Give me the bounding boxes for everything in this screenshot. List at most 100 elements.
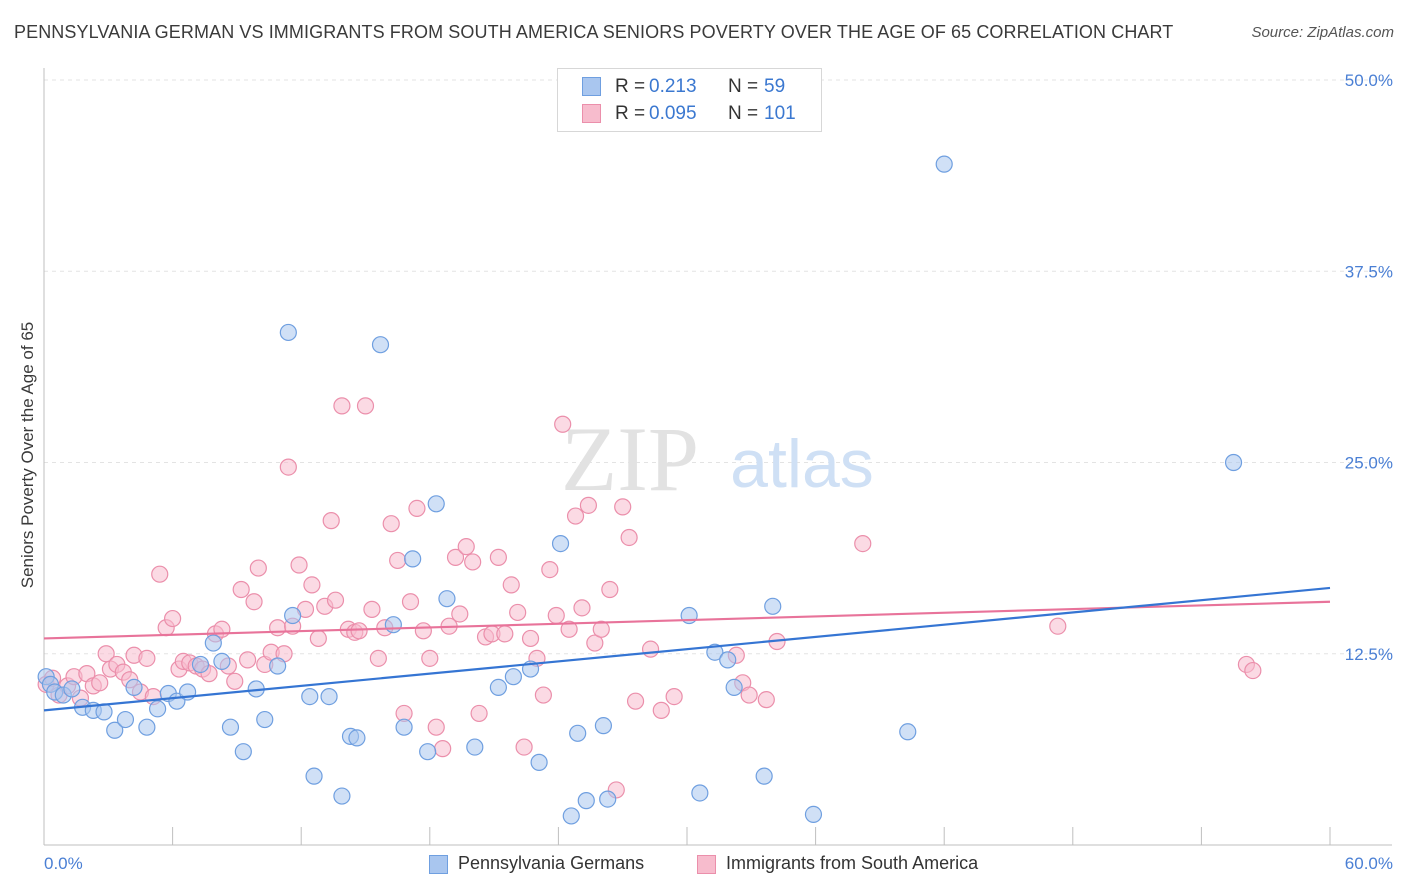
data-point [279,323,297,342]
data-point [451,605,469,623]
data-point [414,622,432,640]
data-point [594,717,613,735]
data-point [764,597,782,615]
chart-title: PENNSYLVANIA GERMAN VS IMMIGRANTS FROM S… [14,22,1174,42]
data-point [91,674,109,692]
data-point [457,538,475,556]
data-point [438,590,456,608]
data-point [592,620,610,638]
data-point [1049,617,1067,635]
data-point [256,710,274,729]
data-point [309,629,327,648]
data-point [691,784,709,802]
data-point [854,534,872,553]
data-point [395,718,413,736]
data-point [427,495,445,513]
data-point [191,655,210,674]
data-point [290,556,308,574]
watermark-atlas: atlas [730,426,874,502]
data-point [371,336,390,354]
watermark-zip: ZIP [561,408,699,510]
trend-lines [43,586,1331,712]
data-point [725,678,743,697]
data-point [496,625,514,643]
data-point [509,603,527,622]
data-point [562,807,580,825]
data-point [504,668,522,686]
data-point [269,657,287,675]
data-point [719,651,737,669]
y-tick-label: 50.0% [1345,71,1393,90]
data-point [408,499,426,517]
data-point [560,620,578,638]
x-tick-label: 60.0% [1345,854,1393,873]
r-label: R = [615,76,646,97]
series-pennsylvania-germans [37,155,1243,825]
data-point [620,528,638,547]
data-point [326,591,345,609]
data-point [446,548,465,566]
data-point [515,738,533,756]
data-point [369,649,387,667]
data-point [221,718,240,736]
data-point [232,580,250,599]
data-point [148,700,167,718]
data-point [116,710,135,729]
data-point [601,580,619,599]
watermark: ZIP atlas [561,408,874,510]
y-tick-label: 12.5% [1345,645,1393,664]
n-label: N = [728,103,759,124]
data-point [95,703,113,721]
data-point [384,616,402,634]
data-point [249,559,267,577]
data-point [279,458,297,476]
data-point [204,634,222,652]
data-point [333,397,351,415]
data-point [502,576,520,594]
legend: Pennsylvania Germans Immigrants from Sou… [0,852,1406,876]
data-point [530,753,548,771]
data-point [547,606,565,625]
grid [44,79,1392,655]
data-point [573,599,591,617]
data-point [226,672,244,690]
data-point [489,548,507,566]
data-point [652,701,670,719]
data-point [348,729,366,747]
data-point [363,600,381,618]
x-tick-label: 0.0% [44,854,83,873]
data-point [470,704,488,723]
r-label: R = [615,103,646,124]
data-point [757,691,775,709]
data-point [239,651,257,669]
data-point [356,397,375,415]
data-point [579,496,598,514]
data-point [389,551,407,570]
data-point [599,790,617,808]
data-point [626,692,645,710]
data-point [586,634,604,652]
n-value: 101 [764,103,796,124]
data-point [284,606,302,625]
data-point [151,565,169,583]
data-point [138,649,156,667]
data-point [301,687,319,706]
data-point [350,622,368,640]
data-point [419,743,437,761]
data-point [333,787,351,805]
data-point [234,743,252,761]
stats-swatch-blue [582,77,601,96]
data-point [305,767,323,785]
data-point [554,415,572,433]
data-point [935,155,953,173]
data-point [466,738,484,756]
data-point [320,687,338,706]
data-point [534,686,552,704]
data-point [213,652,231,671]
data-point [106,721,124,739]
data-point [322,512,340,530]
data-point [421,649,439,667]
n-label: N = [728,76,759,97]
r-value: 0.213 [649,76,697,97]
